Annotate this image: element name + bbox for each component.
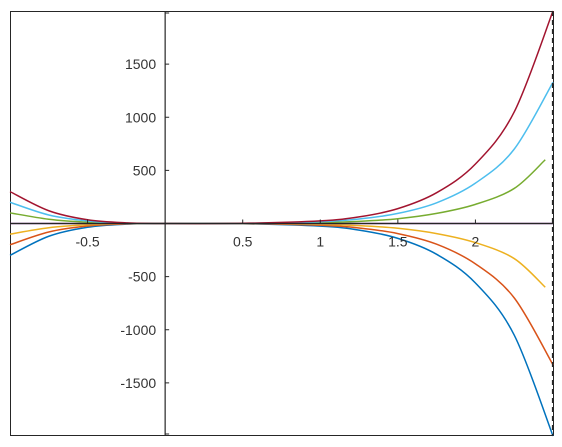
- x-tick-label: -0.5: [76, 234, 100, 250]
- y-tick-label: -1500: [120, 375, 156, 391]
- tick-labels-group: -0.5 0.5 1 1.5 2 1500 1000 500 -500 -1000 -1500: [76, 56, 480, 391]
- x-tick-label: 2: [472, 234, 480, 250]
- axes-group: [10, 11, 554, 436]
- series-line-2: [9, 222, 554, 366]
- y-tick-label: 1500: [125, 56, 156, 72]
- series-line-1: [9, 222, 554, 437]
- x-tick-label: 1: [316, 234, 324, 250]
- series-line-3: [9, 222, 546, 288]
- series-line-5: [9, 159, 546, 225]
- y-tick-label: -500: [128, 269, 156, 285]
- x-tick-label: 1.5: [388, 234, 408, 250]
- y-tick-label: 1000: [125, 109, 156, 125]
- series-line-6: [9, 81, 554, 225]
- y-tick-label: 500: [133, 162, 157, 178]
- y-tick-label: -1000: [120, 322, 156, 338]
- ticks-group: [87, 12, 476, 435]
- series-line-7: [9, 10, 554, 225]
- x-tick-label: 0.5: [233, 234, 253, 250]
